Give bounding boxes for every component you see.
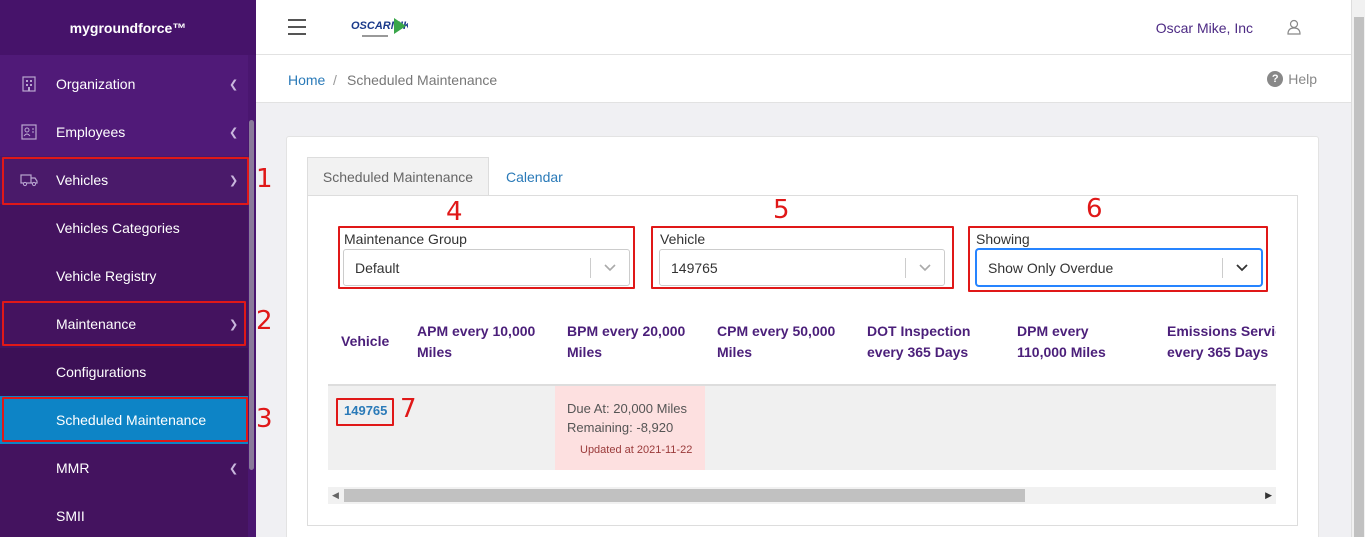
chevron-down-icon[interactable] bbox=[918, 260, 932, 274]
sidebar-item-label: Organization bbox=[56, 76, 136, 92]
sidebar-item-vehicles[interactable]: Vehicles ❯ bbox=[0, 156, 248, 204]
due-at-text: Due At: 20,000 Miles bbox=[567, 401, 687, 416]
scroll-left-icon[interactable]: ◀ bbox=[332, 490, 339, 500]
scroll-right-icon[interactable]: ▶ bbox=[1265, 490, 1272, 500]
maintenance-group-select[interactable]: Default bbox=[343, 249, 630, 286]
annotation-box-showing bbox=[968, 226, 1268, 292]
vehicle-label: Vehicle bbox=[660, 231, 706, 247]
content-card bbox=[286, 136, 1319, 537]
help-label: Help bbox=[1288, 71, 1317, 87]
sidebar: mygroundforce™ Organization ❮ Employees … bbox=[0, 0, 256, 537]
vehicle-link[interactable]: 149765 bbox=[344, 403, 388, 418]
sidebar-item-label: Maintenance bbox=[56, 316, 137, 332]
sidebar-item-mmr[interactable]: MMR ❮ bbox=[0, 444, 248, 492]
column-header-cpm[interactable]: CPM every 50,000 Miles bbox=[717, 323, 836, 360]
sidebar-item-label: SMII bbox=[56, 508, 85, 524]
annotation-number: 4 bbox=[446, 197, 463, 227]
column-header-bpm[interactable]: BPM every 20,000 Miles bbox=[567, 323, 686, 360]
tab-divider bbox=[307, 195, 1298, 196]
chevron-left-icon: ❮ bbox=[229, 126, 239, 139]
breadcrumb-separator: / bbox=[333, 72, 337, 88]
tab-calendar[interactable]: Calendar bbox=[506, 169, 563, 185]
truck-icon bbox=[19, 170, 39, 190]
column-header-emissions[interactable]: Emissions Servic every 365 Days bbox=[1167, 323, 1276, 360]
page-scrollbar-thumb[interactable] bbox=[1354, 17, 1364, 537]
page-scrollbar[interactable] bbox=[1351, 0, 1365, 537]
annotation-number: 2 bbox=[256, 306, 273, 336]
showing-value: Show Only Overdue bbox=[988, 259, 1114, 276]
sidebar-item-label: Vehicle Registry bbox=[56, 268, 157, 284]
sidebar-item-vehicle-registry[interactable]: Vehicle Registry bbox=[0, 252, 248, 300]
vehicle-select[interactable]: 149765 bbox=[659, 249, 945, 286]
brand-title: mygroundforce™ bbox=[0, 0, 256, 55]
help-circle-icon: ? bbox=[1267, 71, 1284, 87]
sidebar-item-maintenance[interactable]: Maintenance ❯ bbox=[0, 300, 248, 348]
maintenance-group-value: Default bbox=[355, 259, 400, 276]
vehicle-value: 149765 bbox=[671, 259, 718, 276]
top-navbar: OSCARMIKE Oscar Mike, Inc bbox=[256, 0, 1351, 55]
updated-at-text: Updated at 2021-11-22 bbox=[580, 444, 693, 456]
maintenance-group-label: Maintenance Group bbox=[344, 231, 467, 247]
sidebar-scrollbar-thumb[interactable] bbox=[249, 120, 254, 470]
table-row bbox=[328, 386, 1276, 470]
annotation-number: 6 bbox=[1086, 194, 1103, 224]
table-scrollbar-thumb[interactable] bbox=[344, 489, 1025, 502]
overdue-cell: Due At: 20,000 Miles Remaining: -8,920 U… bbox=[555, 386, 705, 470]
showing-select[interactable]: Show Only Overdue bbox=[976, 249, 1262, 286]
contact-card-icon bbox=[19, 122, 39, 142]
annotation-box-maintenance-group bbox=[338, 226, 635, 289]
building-icon bbox=[19, 74, 39, 94]
select-separator bbox=[590, 258, 591, 278]
annotation-number: 7 bbox=[400, 394, 417, 424]
hamburger-menu-icon[interactable] bbox=[288, 19, 306, 35]
column-header-apm[interactable]: APM every 10,000 Miles bbox=[417, 323, 536, 360]
annotation-number: 1 bbox=[256, 164, 273, 194]
sidebar-item-vehicles-categories[interactable]: Vehicles Categories bbox=[0, 204, 248, 252]
sidebar-item-smii[interactable]: SMII bbox=[0, 492, 248, 537]
sidebar-item-label: MMR bbox=[56, 460, 90, 476]
breadcrumb-home-link[interactable]: Home bbox=[288, 72, 326, 88]
annotation-number: 3 bbox=[256, 404, 273, 434]
sidebar-item-label: Configurations bbox=[56, 364, 147, 380]
chevron-down-icon[interactable] bbox=[603, 260, 617, 274]
sidebar-item-label: Employees bbox=[56, 124, 126, 140]
column-header-dot-inspection[interactable]: DOT Inspection every 365 Days bbox=[867, 323, 971, 360]
chevron-left-icon: ❮ bbox=[229, 78, 239, 91]
sidebar-item-label: Vehicles bbox=[56, 172, 109, 188]
chevron-down-icon: ❯ bbox=[229, 318, 239, 331]
sidebar-item-organization[interactable]: Organization ❮ bbox=[0, 60, 248, 108]
annotation-box-vehicle bbox=[651, 226, 954, 289]
sidebar-item-scheduled-maintenance[interactable]: Scheduled Maintenance bbox=[0, 396, 248, 444]
tab-scheduled-maintenance[interactable]: Scheduled Maintenance bbox=[307, 157, 489, 196]
help-link[interactable]: ? Help bbox=[1267, 71, 1317, 87]
annotation-box-scheduled-maintenance bbox=[2, 397, 248, 442]
company-name[interactable]: Oscar Mike, Inc bbox=[1155, 20, 1253, 36]
chevron-down-icon[interactable] bbox=[1235, 260, 1249, 274]
annotation-box-vehicle-link bbox=[336, 398, 394, 426]
breadcrumb: Home / Scheduled Maintenance ? Help bbox=[256, 55, 1351, 103]
svg-text:OSCARMIKE: OSCARMIKE bbox=[351, 20, 408, 32]
user-icon[interactable] bbox=[1287, 19, 1301, 35]
showing-label: Showing bbox=[976, 231, 1030, 247]
remaining-text: Remaining: -8,920 bbox=[567, 420, 674, 435]
sidebar-item-label: Vehicles Categories bbox=[56, 220, 180, 236]
select-separator bbox=[1222, 258, 1223, 278]
sidebar-item-configurations[interactable]: Configurations bbox=[0, 348, 248, 396]
select-separator bbox=[905, 258, 906, 278]
table-horizontal-scrollbar[interactable]: ◀ ▶ bbox=[328, 487, 1276, 504]
column-header-dpm[interactable]: DPM every 110,000 Miles bbox=[1017, 323, 1106, 360]
table-header-divider bbox=[328, 384, 1276, 386]
chevron-left-icon: ❮ bbox=[229, 462, 239, 475]
chevron-down-icon: ❯ bbox=[229, 174, 239, 187]
column-header-vehicle[interactable]: Vehicle bbox=[341, 333, 390, 349]
annotation-box-vehicles bbox=[2, 157, 249, 205]
sidebar-item-label: Scheduled Maintenance bbox=[56, 412, 207, 428]
annotation-number: 5 bbox=[773, 195, 790, 225]
annotation-box-maintenance bbox=[2, 301, 246, 346]
tab-panel bbox=[307, 196, 1298, 526]
breadcrumb-current: Scheduled Maintenance bbox=[347, 72, 498, 88]
company-logo: OSCARMIKE bbox=[350, 14, 419, 42]
sidebar-item-employees[interactable]: Employees ❮ bbox=[0, 108, 248, 156]
